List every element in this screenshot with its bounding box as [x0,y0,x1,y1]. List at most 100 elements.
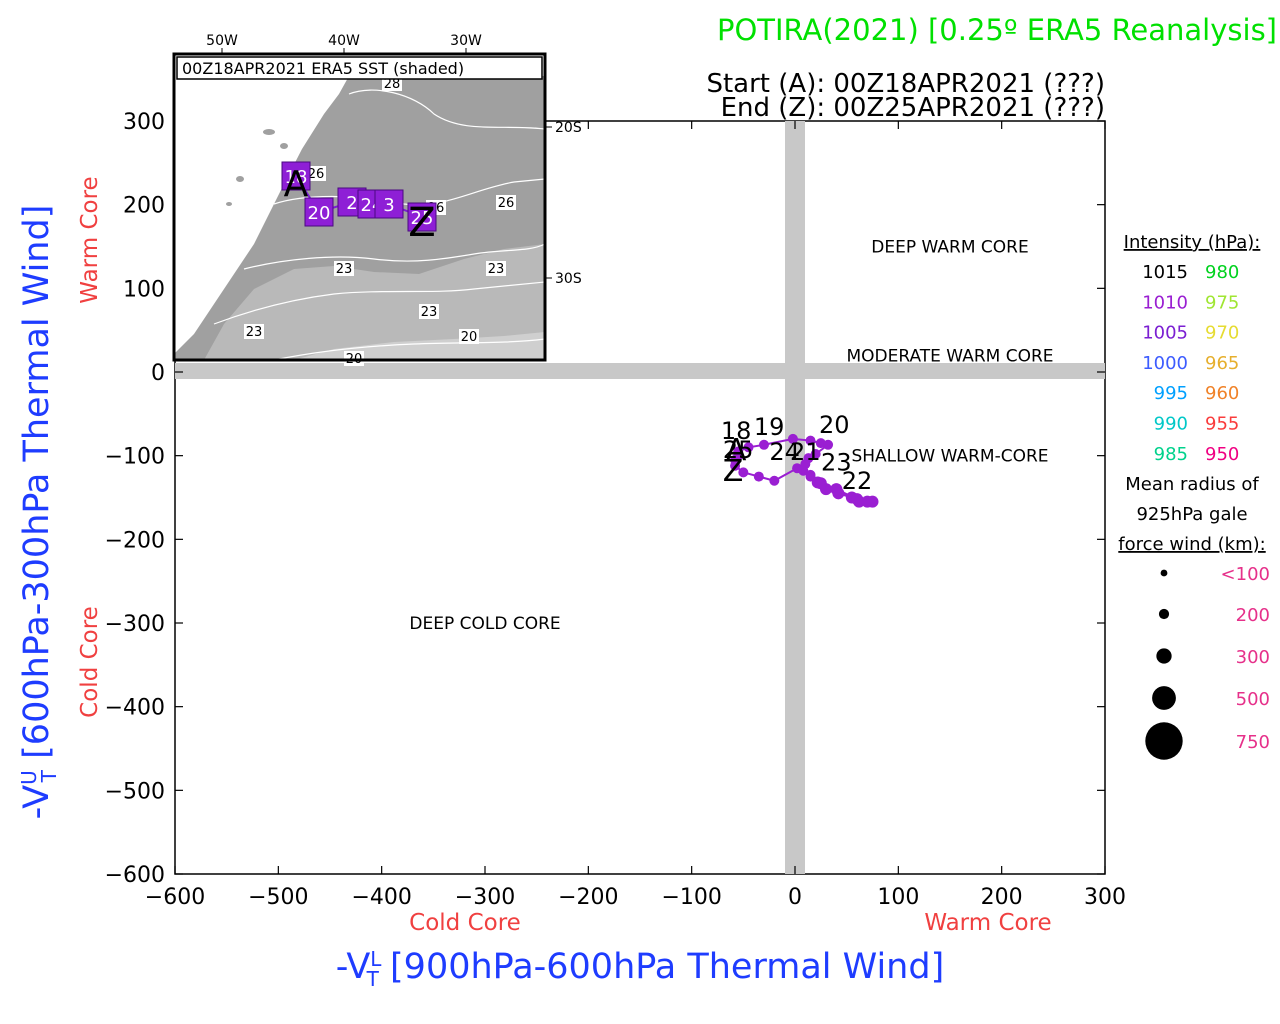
inset-contour-label-bg [459,329,479,344]
inset-contour-label: 26 [498,196,515,211]
radius-legend-label: 750 [1236,732,1270,753]
y-tick-label: 100 [123,277,165,302]
intensity-value: 965 [1205,353,1239,374]
inset-right-tick-label: 30S [555,271,582,287]
track-point [866,495,879,508]
region-label: SHALLOW WARM-CORE [851,447,1048,467]
inset-top-ticks: 50W 40W 30W [206,33,482,54]
x-tick-label: 100 [877,885,919,910]
y-tick-label: −100 [105,445,165,470]
x-tick-label: −600 [145,885,205,910]
track-point [805,435,816,446]
x-tick-label: −300 [455,885,515,910]
inset-top-tick-label: 40W [328,33,360,49]
y-tick-label: 300 [123,110,165,135]
track-day-label: 20 [819,411,850,439]
inset-contour-labels: 28262626232323232020 [244,76,516,367]
y-tick-label: −200 [105,528,165,553]
y-cold-core-label: Cold Core [77,606,103,718]
y-tick-label: 0 [151,361,165,386]
track-point [759,439,769,450]
track-day-label: 22 [842,467,873,495]
intensity-value: 1010 [1142,292,1188,313]
y-tick-label: −300 [105,612,165,637]
horizontal-zero-band [175,363,1105,379]
track-point [814,477,827,490]
radius-legend-label: 500 [1236,689,1270,710]
inset-storm-box [374,189,404,219]
inset-land [174,76,349,354]
intensity-value: 960 [1205,383,1239,404]
track-day-label: 25 [723,436,754,464]
inset-title: 00Z18APR2021 ERA5 SST (shaded) [182,59,464,78]
x-tick-label: −200 [558,885,618,910]
x-tick-label: −500 [248,885,308,910]
track-start-marker: A [726,433,747,468]
x-axis-title: -VL T [900hPa-600hPa Thermal Wind] [336,947,945,991]
y-tick-label: 200 [123,194,165,219]
inset-contour-label-bg [306,166,326,181]
inset-storm-label: 3 [383,195,394,216]
track-point [753,471,764,482]
inset-contour-label: 23 [488,262,505,277]
inset-storm-label: 2 [346,193,357,214]
intensity-value: 985 [1154,444,1188,465]
intensity-value: 1000 [1142,353,1188,374]
track-point [810,448,821,459]
radius-legend-dot [1152,686,1176,710]
track-day-label: 18 [721,417,752,445]
inset-contour-label: 23 [421,305,438,320]
y-axis-title: -VUT [600hPa-300hPa Thermal Wind] [17,205,61,820]
intensity-value: 975 [1205,292,1239,313]
inset-contour-label: 20 [461,330,478,345]
vertical-zero-band [785,121,805,874]
radius-legend-dot [1158,608,1170,620]
inset-contours [213,89,546,361]
inset-contour-label-bg [496,195,516,210]
x-tick-label: −400 [351,885,411,910]
inset-top-tick-label: 30W [450,33,482,49]
track-point [743,442,754,453]
radius-legend-dot [1160,569,1168,577]
inset-contour-label: 28 [384,77,401,92]
track-point [851,493,863,506]
y-tick-label: −500 [105,779,165,804]
region-labels: DEEP WARM CORE MODERATE WARM CORE SHALLOW … [409,238,1053,635]
radius-legend-title-line: Mean radius of [1125,474,1259,495]
end-label: End (Z): 00Z25APR2021 (???) [721,93,1105,123]
intensity-value: 1005 [1142,323,1188,344]
track-end-marker: Z [723,454,744,489]
inset-title-box [176,56,543,80]
track-day-label: 19 [754,413,785,441]
inset-storm-box [304,197,334,227]
intensity-value: 955 [1205,414,1239,435]
inset-top-tick-label: 50W [206,33,238,49]
intensity-value: 995 [1154,383,1188,404]
intensity-value: 980 [1205,262,1239,283]
track-day-label: 21 [790,438,821,466]
inset-right-tick-label: 20S [555,120,582,136]
region-label: DEEP WARM CORE [871,238,1028,258]
x-tick-labels: −600 −500 −400 −300 −200 −100 0 100 200 300 [145,121,1126,910]
inset-contour-label: 26 [308,167,325,182]
y-warm-core-label: Warm Core [77,176,103,303]
inset-right-ticks: 20S 30S [545,120,582,287]
chart-title: POTIRA(2021) [0.25º ERA5 Reanalysis] [717,13,1277,47]
radius-legend-title-line: force wind (km): [1118,534,1265,555]
intensity-legend: 1015 980 1010 975 1005 970 1000 965 995 960 990 955… [1142,262,1239,465]
intensity-value: 990 [1154,414,1188,435]
y-tick-label: −600 [105,863,165,888]
track-point [738,467,749,478]
radius-legend-title-line: 925hPa gale [1136,504,1247,525]
intensity-legend-title: Intensity (hPa): [1124,232,1261,253]
inset-storm-box [281,161,311,191]
y-tick-labels: 300 200 100 0 −100 −200 −300 −400 −500 −600 [105,110,1105,888]
radius-legend-label: <100 [1221,564,1270,585]
track-point [787,433,798,444]
inset-contour-label-bg [334,261,354,276]
track-point [823,439,834,450]
track-point [805,469,816,480]
